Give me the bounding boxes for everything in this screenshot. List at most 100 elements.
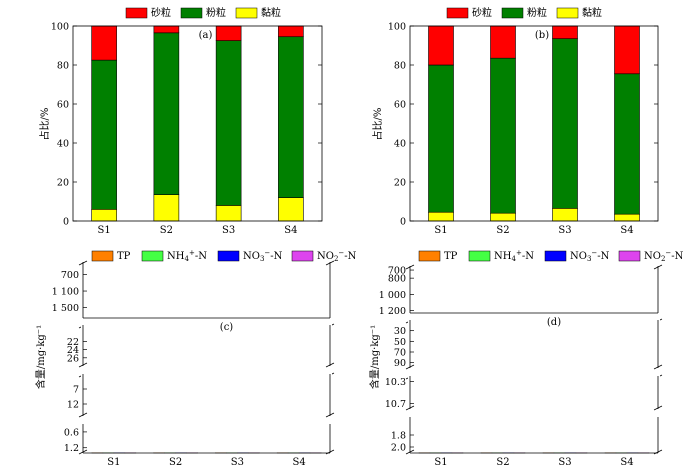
- y-tick-label: 700: [61, 270, 79, 281]
- y-tick-label: 22: [67, 337, 79, 348]
- y-axis-label-d: 含量/mg·kg⁻¹: [368, 325, 381, 389]
- x-tick-label: S2: [496, 225, 509, 236]
- bar-S3-1: [552, 38, 578, 209]
- y-tick-label: 0.6: [64, 427, 79, 438]
- y-tick-label: 20: [57, 178, 69, 189]
- legend-swatch: [446, 7, 469, 19]
- legend-swatch: [91, 250, 114, 262]
- legend-swatch: [618, 250, 641, 262]
- x-tick-label: S1: [98, 225, 111, 236]
- legend-swatch: [418, 250, 441, 262]
- y-tick-label: 0: [400, 217, 406, 228]
- bar-S2-1: [490, 57, 516, 214]
- y-tick-label: 80: [57, 61, 69, 72]
- bottom-legend-d: TP NH4+-N NO3−-N NO2−-N: [418, 249, 684, 263]
- y-tick-label: 700: [388, 266, 406, 277]
- y-tick-label: 100: [51, 22, 69, 33]
- axis-break-gap: [81, 262, 332, 366]
- legend-label: 砂粒: [472, 6, 492, 19]
- x-tick-label: S4: [620, 457, 633, 468]
- y-tick-label: 1.2: [64, 443, 79, 454]
- y-tick-label: 50: [394, 337, 406, 348]
- x-tick-label: S3: [558, 457, 571, 468]
- bar-S1-1: [91, 59, 117, 210]
- legend-label: 粉粒: [206, 6, 226, 19]
- legend-label: NO2−-N: [644, 249, 684, 263]
- bar-S3-1: [215, 40, 242, 206]
- bar-S1-0: [91, 209, 117, 222]
- top-legend-a: 砂粒 粉粒 黏粒: [125, 6, 281, 19]
- y-tick-label: 40: [57, 139, 69, 150]
- legend-label: TP: [444, 251, 458, 262]
- bar-S4-1: [278, 36, 304, 198]
- bar-S4-2: [278, 25, 304, 38]
- legend-swatch: [544, 250, 567, 262]
- legend-label: 砂粒: [151, 6, 171, 19]
- panel-label: (b): [535, 30, 549, 41]
- y-axis-label-b: 占比/%: [371, 108, 384, 141]
- y-tick-label: 0: [63, 217, 69, 228]
- x-tick-label: S2: [496, 457, 509, 468]
- y-tick-label: 1.8: [391, 431, 406, 442]
- y-axis-label-a: 占比/%: [38, 108, 51, 141]
- panel-label: (c): [220, 322, 234, 333]
- bar-S3-0: [215, 205, 242, 222]
- legend-label: NH4+-N: [494, 249, 534, 263]
- legend-label: NO3−-N: [570, 249, 610, 263]
- x-tick-label: S1: [107, 457, 120, 468]
- x-tick-label: S2: [169, 457, 182, 468]
- legend-swatch: [141, 250, 164, 262]
- legend-label: 黏粒: [261, 6, 281, 19]
- legend-label: NH4+-N: [167, 249, 207, 263]
- stacked-chart-b: S1 S2 S3 S4 0 20 40 60 80 100 (b): [388, 22, 659, 236]
- legend-swatch: [217, 250, 240, 262]
- x-tick-label: S3: [222, 225, 235, 236]
- bar-S2-2: [490, 25, 516, 59]
- bar-S4-0: [614, 213, 640, 222]
- y-tick-label: 1 200: [379, 306, 406, 317]
- x-tick-label: S3: [231, 457, 244, 468]
- legend-label: 黏粒: [582, 6, 602, 19]
- y-tick-label: 10.7: [385, 399, 406, 410]
- y-tick-label: 20: [394, 178, 406, 189]
- top-legend-b: 砂粒 粉粒 黏粒: [446, 6, 602, 19]
- y-tick-label: 800: [388, 274, 406, 285]
- legend-swatch: [501, 7, 524, 19]
- y-tick-label: 1 500: [52, 303, 79, 314]
- bar-S2-0: [490, 212, 516, 222]
- plot-frame: [72, 25, 323, 222]
- y-tick-label: 10.3: [385, 377, 406, 388]
- y-tick-label: 1 100: [52, 287, 79, 298]
- y-axis-label-c: 含量/mg·kg⁻¹: [34, 325, 47, 389]
- bar-S1-2: [91, 25, 117, 61]
- y-tick-label: 80: [394, 61, 406, 72]
- legend-swatch: [291, 250, 314, 262]
- bar-S2-0: [153, 194, 180, 222]
- y-tick-label: 60: [57, 100, 69, 111]
- x-tick-label: S4: [293, 457, 306, 468]
- bar-S4-1: [614, 73, 640, 215]
- x-tick-label: S2: [160, 225, 173, 236]
- legend-swatch: [556, 7, 579, 19]
- legend-label: 粉粒: [527, 6, 547, 19]
- bottom-legend-c: TP NH4+-N NO3−-N NO2−-N: [91, 249, 357, 263]
- bar-S1-0: [428, 211, 454, 222]
- x-tick-label: S4: [620, 225, 633, 236]
- x-tick-label: S3: [558, 225, 571, 236]
- axis-break-gap: [408, 266, 660, 368]
- bar-S2-2: [153, 25, 180, 34]
- panel-label: (d): [547, 317, 561, 328]
- y-tick-label: 40: [394, 139, 406, 150]
- y-tick-label: 7: [73, 385, 79, 396]
- legend-swatch: [125, 7, 148, 19]
- bar-S3-0: [552, 208, 578, 222]
- y-tick-label: 30: [394, 326, 406, 337]
- bar-S1-2: [428, 25, 454, 66]
- bar-S4-2: [614, 25, 640, 75]
- legend-label: NO2−-N: [317, 249, 357, 263]
- legend-label: TP: [117, 251, 131, 262]
- panel-label: (a): [199, 30, 213, 41]
